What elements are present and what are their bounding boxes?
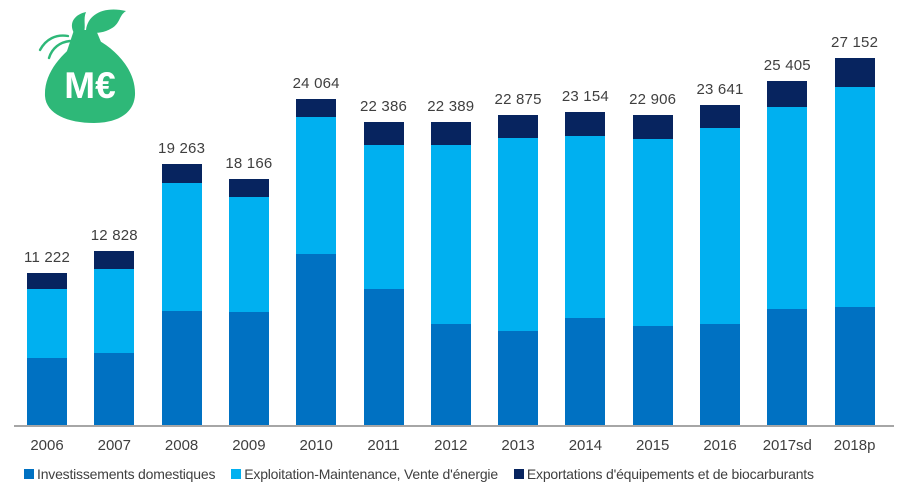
total-label-2018p: 27 152 (831, 33, 879, 51)
money-bag-knot-icon (71, 12, 86, 33)
bar-segment-2014-series1 (565, 136, 606, 318)
bar-2016 (700, 105, 740, 425)
bar-segment-2017sd-series1 (767, 106, 808, 310)
x-tick-2006: 2006 (30, 437, 64, 454)
bar-2018p (834, 57, 875, 425)
bar-segment-2007-series0 (94, 353, 135, 425)
legend-label-series0: Investissements domestiques (37, 466, 216, 482)
bar-segment-2012-series1 (430, 145, 471, 325)
bar-segment-2006-series0 (27, 357, 67, 425)
bar-segment-2009-series0 (228, 312, 269, 425)
total-label-2010: 24 064 (292, 75, 340, 93)
x-tick-2014: 2014 (568, 437, 603, 454)
bar-segment-2010-series1 (296, 116, 337, 255)
legend-swatch-icon (24, 469, 34, 479)
total-label-2008: 19 263 (158, 140, 206, 158)
total-label-2013: 22 875 (494, 91, 542, 109)
bar-segment-2018p-series2 (834, 57, 875, 88)
x-tick-2017sd: 2017sd (762, 437, 812, 454)
bar-segment-2016-series2 (700, 105, 740, 128)
bar-segment-2006-series1 (27, 289, 67, 358)
bar-segment-2009-series1 (228, 197, 269, 313)
bar-segment-2009-series2 (228, 179, 269, 198)
bar-segment-2013-series1 (498, 138, 539, 331)
bar-2007 (94, 251, 135, 425)
bar-segment-2012-series0 (430, 324, 471, 425)
legend-item-series1: Exploitation-Maintenance, Vente d'énergi… (231, 466, 498, 482)
bar-2006 (27, 273, 67, 425)
bar-segment-2013-series2 (498, 115, 539, 139)
legend-swatch-icon (513, 469, 524, 479)
bar-2008 (161, 164, 202, 425)
total-label-2016: 23 641 (696, 81, 744, 99)
x-tick-2010: 2010 (299, 437, 333, 454)
bar-segment-2016-series1 (700, 127, 740, 324)
bar-segment-2008-series0 (161, 311, 202, 425)
bar-segment-2011-series0 (363, 289, 404, 425)
x-tick-2016: 2016 (703, 437, 737, 454)
bar-segment-2017sd-series0 (767, 309, 808, 425)
bar-segment-2011-series2 (363, 122, 404, 145)
bar-segment-2006-series2 (27, 273, 67, 290)
money-bag-knot-icon (86, 9, 126, 33)
bar-2011 (363, 122, 404, 425)
bar-segment-2014-series2 (565, 111, 606, 137)
bar-2015 (632, 115, 673, 425)
legend-label-series1: Exploitation-Maintenance, Vente d'énergi… (244, 466, 498, 482)
x-tick-2009: 2009 (232, 437, 266, 454)
bar-segment-2015-series2 (632, 115, 673, 139)
total-label-2015: 22 906 (629, 91, 677, 109)
legend-swatch-icon (231, 469, 242, 479)
x-tick-2011: 2011 (367, 437, 400, 454)
bar-segment-2010-series2 (296, 99, 337, 117)
x-tick-2012: 2012 (434, 437, 468, 454)
total-label-2014: 23 154 (561, 87, 609, 105)
x-tick-2018p: 2018p (833, 437, 876, 454)
bar-2017sd (767, 81, 808, 425)
x-tick-2015: 2015 (636, 437, 670, 454)
x-tick-2013: 2013 (501, 437, 535, 454)
total-label-2009: 18 166 (225, 155, 273, 173)
bar-segment-2007-series1 (94, 269, 135, 353)
bar-segment-2012-series2 (430, 122, 471, 146)
money-bag-string-icon (38, 34, 70, 52)
bar-2012 (430, 122, 471, 425)
money-bag-label: M€ (64, 65, 115, 106)
bar-segment-2016-series0 (700, 323, 740, 425)
money-bag-body-icon (44, 37, 136, 123)
bar-2010 (296, 99, 337, 425)
legend-label-series2: Exportations d'équipements et de biocarb… (526, 466, 814, 482)
bar-segment-2017sd-series2 (767, 81, 808, 107)
bar-segment-2015-series0 (632, 326, 673, 425)
bar-segment-2014-series0 (565, 317, 606, 425)
x-axis-line (14, 425, 894, 427)
money-bag-icon: M€ (38, 9, 136, 123)
bar-segment-2011-series1 (363, 144, 404, 290)
bar-segment-2008-series1 (161, 183, 202, 312)
bar-segment-2018p-series1 (834, 87, 875, 307)
bar-segment-2015-series1 (632, 138, 673, 327)
total-label-2007: 12 828 (90, 227, 138, 245)
total-label-2011: 22 386 (359, 98, 408, 116)
legend-item-series2: Exportations d'équipements et de biocarb… (513, 466, 814, 482)
bar-segment-2010-series0 (296, 254, 337, 425)
legend: Investissements domestiques Exploitation-… (24, 466, 896, 482)
bar-segment-2008-series2 (161, 164, 202, 184)
bar-segment-2007-series2 (94, 251, 135, 270)
bar-2014 (565, 111, 606, 425)
bar-2009 (228, 179, 269, 425)
bar-segment-2013-series0 (498, 330, 539, 425)
total-label-2012: 22 389 (427, 98, 475, 116)
x-tick-2008: 2008 (164, 437, 199, 454)
bar-2013 (498, 115, 539, 425)
x-tick-2007: 2007 (97, 437, 131, 454)
bar-segment-2018p-series0 (834, 306, 875, 425)
money-bag-string-icon (47, 39, 72, 60)
legend-item-series0: Investissements domestiques (24, 466, 215, 482)
total-label-2017sd: 25 405 (763, 57, 811, 75)
total-label-2006: 11 222 (24, 249, 70, 267)
